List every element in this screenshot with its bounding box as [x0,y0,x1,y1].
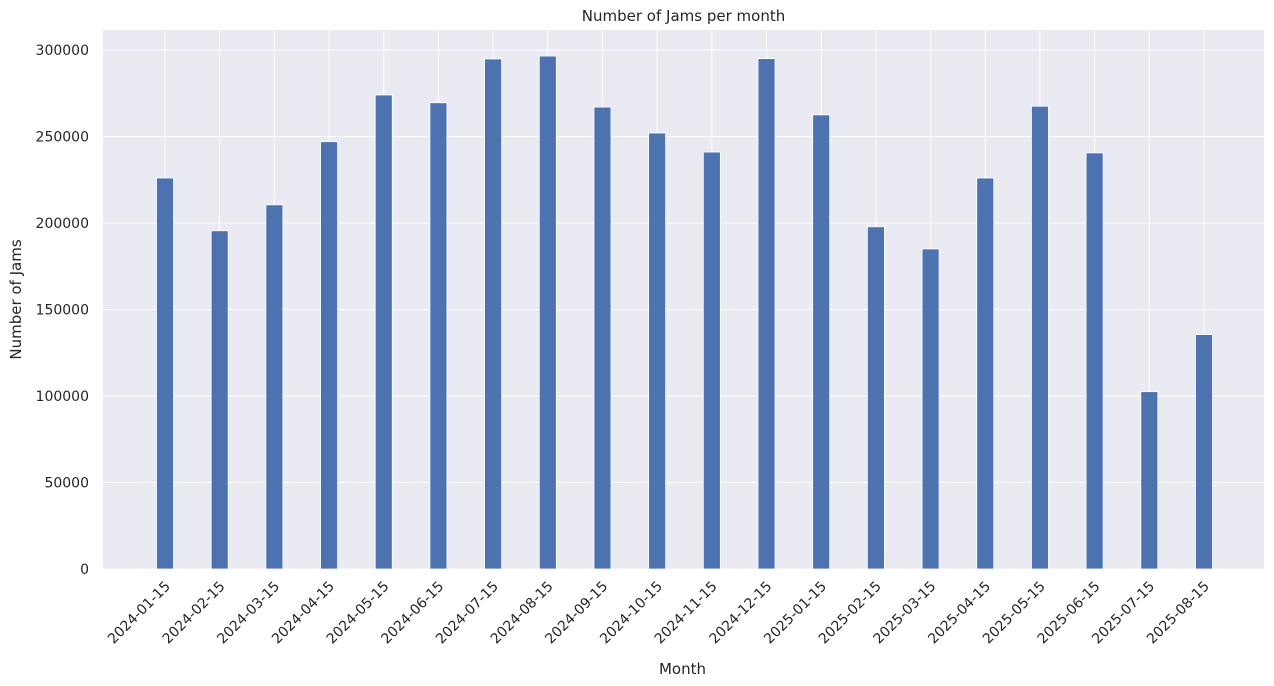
y-tick-label: 250000 [36,130,89,146]
bar-2025-02-15 [866,226,885,570]
bar-2024-06-15 [429,102,448,570]
bar-2025-05-15 [1031,105,1049,570]
x-axis-label: Month [659,660,706,678]
bar-2025-04-15 [976,177,995,570]
x-tick-labels: 2024-01-152024-02-152024-03-152024-04-15… [105,579,1213,648]
bar-2025-03-15 [921,248,940,570]
y-axis-label: Number of Jams [7,239,25,359]
y-tick-labels: 0 50000 100000 150000 200000 250000 300000 [36,43,89,578]
bar-2024-01-15 [156,177,174,570]
bar-2024-11-15 [702,151,721,570]
bar-2025-08-15 [1195,334,1213,570]
y-tick-label: 150000 [36,303,89,319]
bars [156,55,1213,570]
bar-2024-09-15 [593,106,612,570]
bar-2024-07-15 [484,58,503,570]
y-tick-label: 200000 [36,216,89,232]
bar-2024-02-15 [210,230,229,570]
plot-area [103,30,1264,569]
bar-2024-03-15 [265,204,284,570]
chart-title: Number of Jams per month [582,7,785,25]
bar-2024-05-15 [374,94,393,570]
y-tick-label: 50000 [44,476,89,492]
bar-2024-12-15 [757,58,776,570]
bar-2024-10-15 [648,132,667,570]
y-tick-label: 0 [80,562,89,578]
y-tick-label: 300000 [36,43,89,59]
y-tick-label: 100000 [36,389,89,405]
bar-2025-06-15 [1085,152,1104,570]
bar-2025-07-15 [1140,391,1159,570]
bar-2024-08-15 [538,55,557,570]
bar-2024-04-15 [320,141,338,570]
bar-2025-01-15 [812,114,831,570]
